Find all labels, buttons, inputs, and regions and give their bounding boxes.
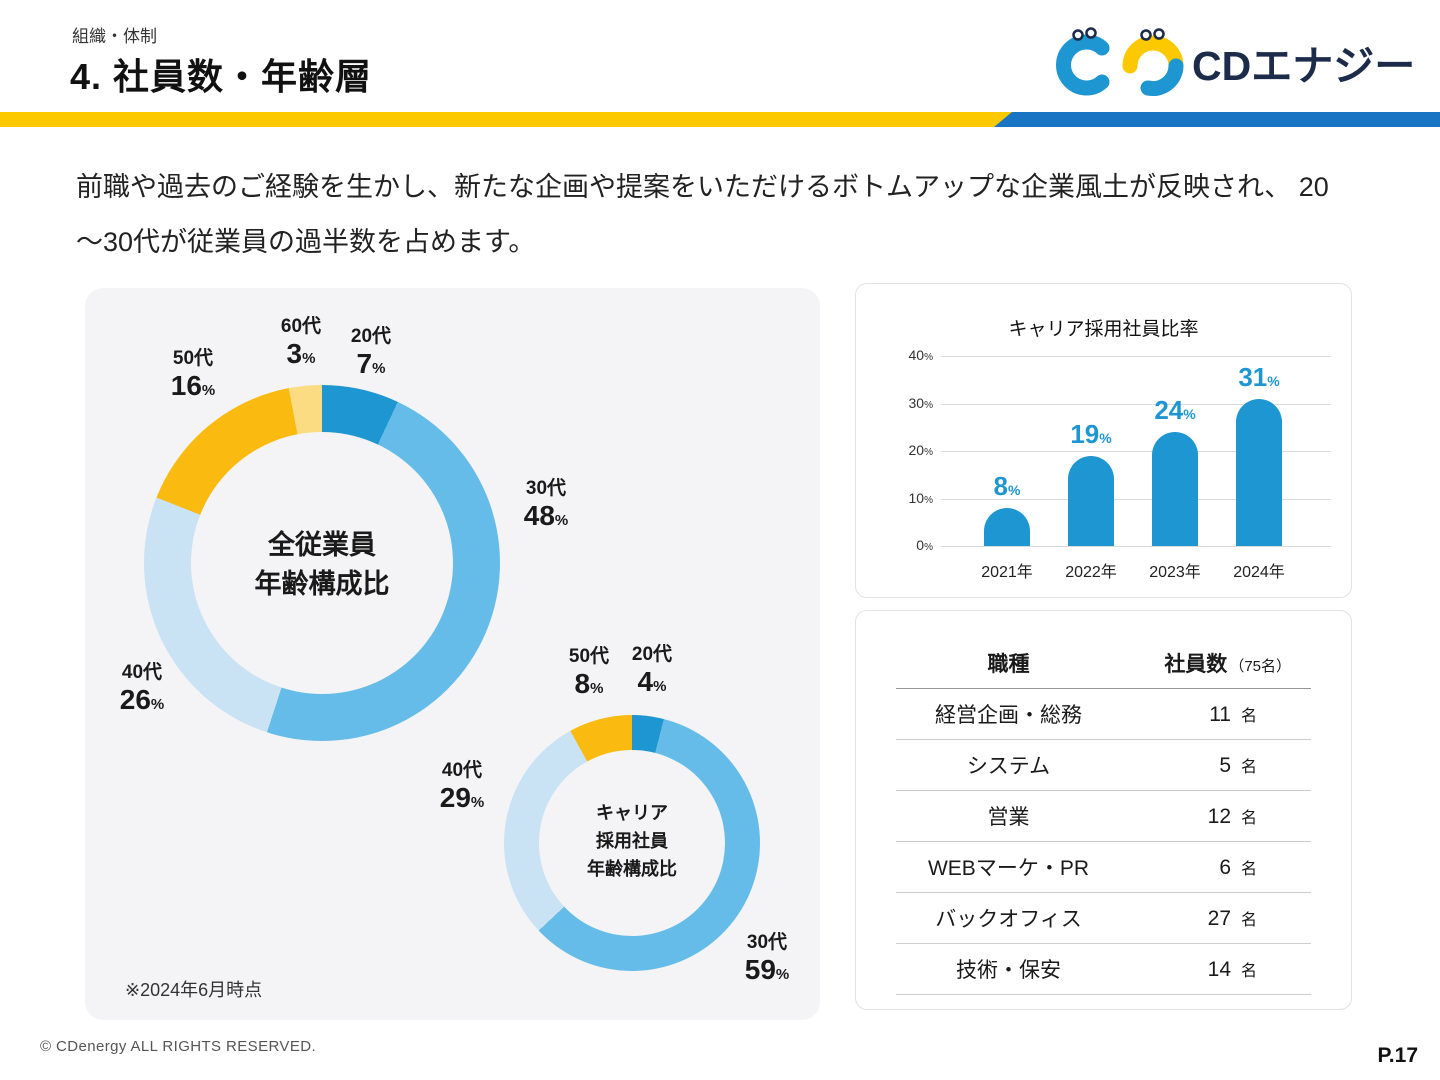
donut-label-30s: 30代 48% <box>523 478 569 532</box>
headcount-header: 社員数 （75名） <box>1164 652 1291 676</box>
donut2-label-30s: 30代 59% <box>744 932 790 986</box>
table-header-row: 職種 社員数 （75名） <box>896 637 1311 689</box>
career-hires-donut-title: キャリア 採用社員 年齢構成比 <box>587 803 677 879</box>
job-type-header: 職種 <box>987 652 1030 676</box>
section-eyebrow: 組織・体制 <box>72 27 157 46</box>
gridline <box>941 546 1331 547</box>
bar-value: 24% <box>1154 395 1196 425</box>
bar-2021年 <box>984 508 1030 546</box>
logo-text: CDエナジー <box>1192 43 1415 89</box>
y-axis-tick: 40% <box>908 347 933 363</box>
y-axis-tick: 10% <box>908 489 933 506</box>
bar-value: 31% <box>1238 361 1280 392</box>
intro-line1: 前職や過去のご経験を生かし、新たな企画や提案をいただけるボトムアップな企業風土が… <box>76 172 1329 202</box>
as-of-date-note: ※2024年6月時点 <box>125 980 263 1000</box>
table-row: WEBマーケ・PR 6 名 <box>896 842 1311 893</box>
table-row: 経営企画・総務 11 名 <box>896 689 1311 740</box>
job-name: 営業 <box>987 806 1030 829</box>
headcount-table-panel: 職種 社員数 （75名） 経営企画・総務 11 名システム 5 名営業 12 名 WEBマーケ… <box>855 610 1352 1010</box>
bar-category-label: 2024年 <box>1233 564 1285 581</box>
bar-plot: 0% 10% 20% 30% 40% 8% 2021年 19% 2022年 24% 2023年 31%… <box>909 347 1331 581</box>
donut2-label-40s: 40代 29% <box>439 760 485 814</box>
copyright-text: © CDenergy ALL RIGHTS RESERVED. <box>40 1038 317 1055</box>
job-name: バックオフィス <box>935 908 1082 931</box>
bar-chart-title: キャリア採用社員比率 <box>1008 319 1199 340</box>
bar-category-label: 2021年 <box>981 564 1033 581</box>
donut-label-40s: 40代 26% <box>119 662 165 716</box>
job-headcount: 14 名 <box>1207 957 1257 981</box>
table-row: システム 5 名 <box>896 740 1311 791</box>
job-name: 技術・保安 <box>956 959 1061 982</box>
job-name: 経営企画・総務 <box>935 704 1082 727</box>
age-composition-panel: 全従業員 年齢構成比 キャリア 採用社員 年齢構成比 60代 3% 20代 7%… <box>85 288 820 1020</box>
cdenergy-logo: CDエナジー <box>1056 27 1415 97</box>
all-employees-donut-title: 全従業員 年齢構成比 <box>254 530 390 600</box>
donut-hole <box>539 750 725 936</box>
gridline <box>941 451 1331 452</box>
job-name: WEBマーケ・PR <box>927 857 1089 880</box>
accent-band <box>0 112 1440 127</box>
donut2-label-20s: 20代 4% <box>631 644 673 698</box>
gridline <box>941 498 1331 500</box>
intro-line2: 〜30代が従業員の過半数を占めます。 <box>76 227 536 258</box>
table-row: バックオフィス 27 名 <box>896 893 1311 944</box>
gridline <box>941 403 1331 405</box>
donut-label-20s: 20代 7% <box>350 326 392 380</box>
donut2-label-50s: 50代 8% <box>568 646 610 700</box>
job-name: システム <box>966 755 1051 778</box>
bar-category-label: 2022年 <box>1065 564 1117 581</box>
y-axis-tick: 20% <box>908 442 933 458</box>
bar-value: 8% <box>993 471 1021 501</box>
career-hires-donut-chart <box>504 715 760 971</box>
bar-value: 19% <box>1070 418 1112 449</box>
donut-label-50s: 50代 16% <box>170 348 216 402</box>
y-axis-tick: 0% <box>916 537 933 553</box>
table-row: 営業 12 名 <box>896 791 1311 842</box>
bar-category-label: 2023年 <box>1149 564 1201 581</box>
job-headcount: 11 名 <box>1209 702 1257 726</box>
y-axis-tick: 30% <box>908 394 933 411</box>
donut-label-60s: 60代 3% <box>280 316 322 370</box>
job-table-rows: 経営企画・総務 11 名システム 5 名営業 12 名 WEBマーケ・PR 6 名バックオフィス 2… <box>896 689 1311 995</box>
career-hire-ratio-panel: キャリア採用社員比率 0% 10% 20% 30% 40% 8% 2021年 19% 2022年… <box>855 283 1352 598</box>
logo-c-glyph <box>1056 27 1110 96</box>
all-employees-donut-chart <box>144 385 500 741</box>
page-number: P.17 <box>1377 1044 1419 1067</box>
bar-2022年 <box>1068 455 1114 546</box>
job-headcount: 12 名 <box>1207 804 1257 828</box>
accent-band-yellow <box>0 112 1012 127</box>
bar-2024年 <box>1236 398 1282 546</box>
table-row: 技術・保安 14 名 <box>896 944 1311 995</box>
bar-2023年 <box>1152 432 1198 546</box>
donut-hole <box>191 432 453 694</box>
gridline <box>941 356 1331 357</box>
logo-d-glyph <box>1122 28 1184 97</box>
intro-paragraph: 前職や過去のご経験を生かし、新たな企画や提案をいただけるボトムアップな企業風土が… <box>76 160 1406 271</box>
job-headcount: 27 名 <box>1207 906 1257 930</box>
page-title: 4. 社員数・年齢層 <box>70 56 373 97</box>
